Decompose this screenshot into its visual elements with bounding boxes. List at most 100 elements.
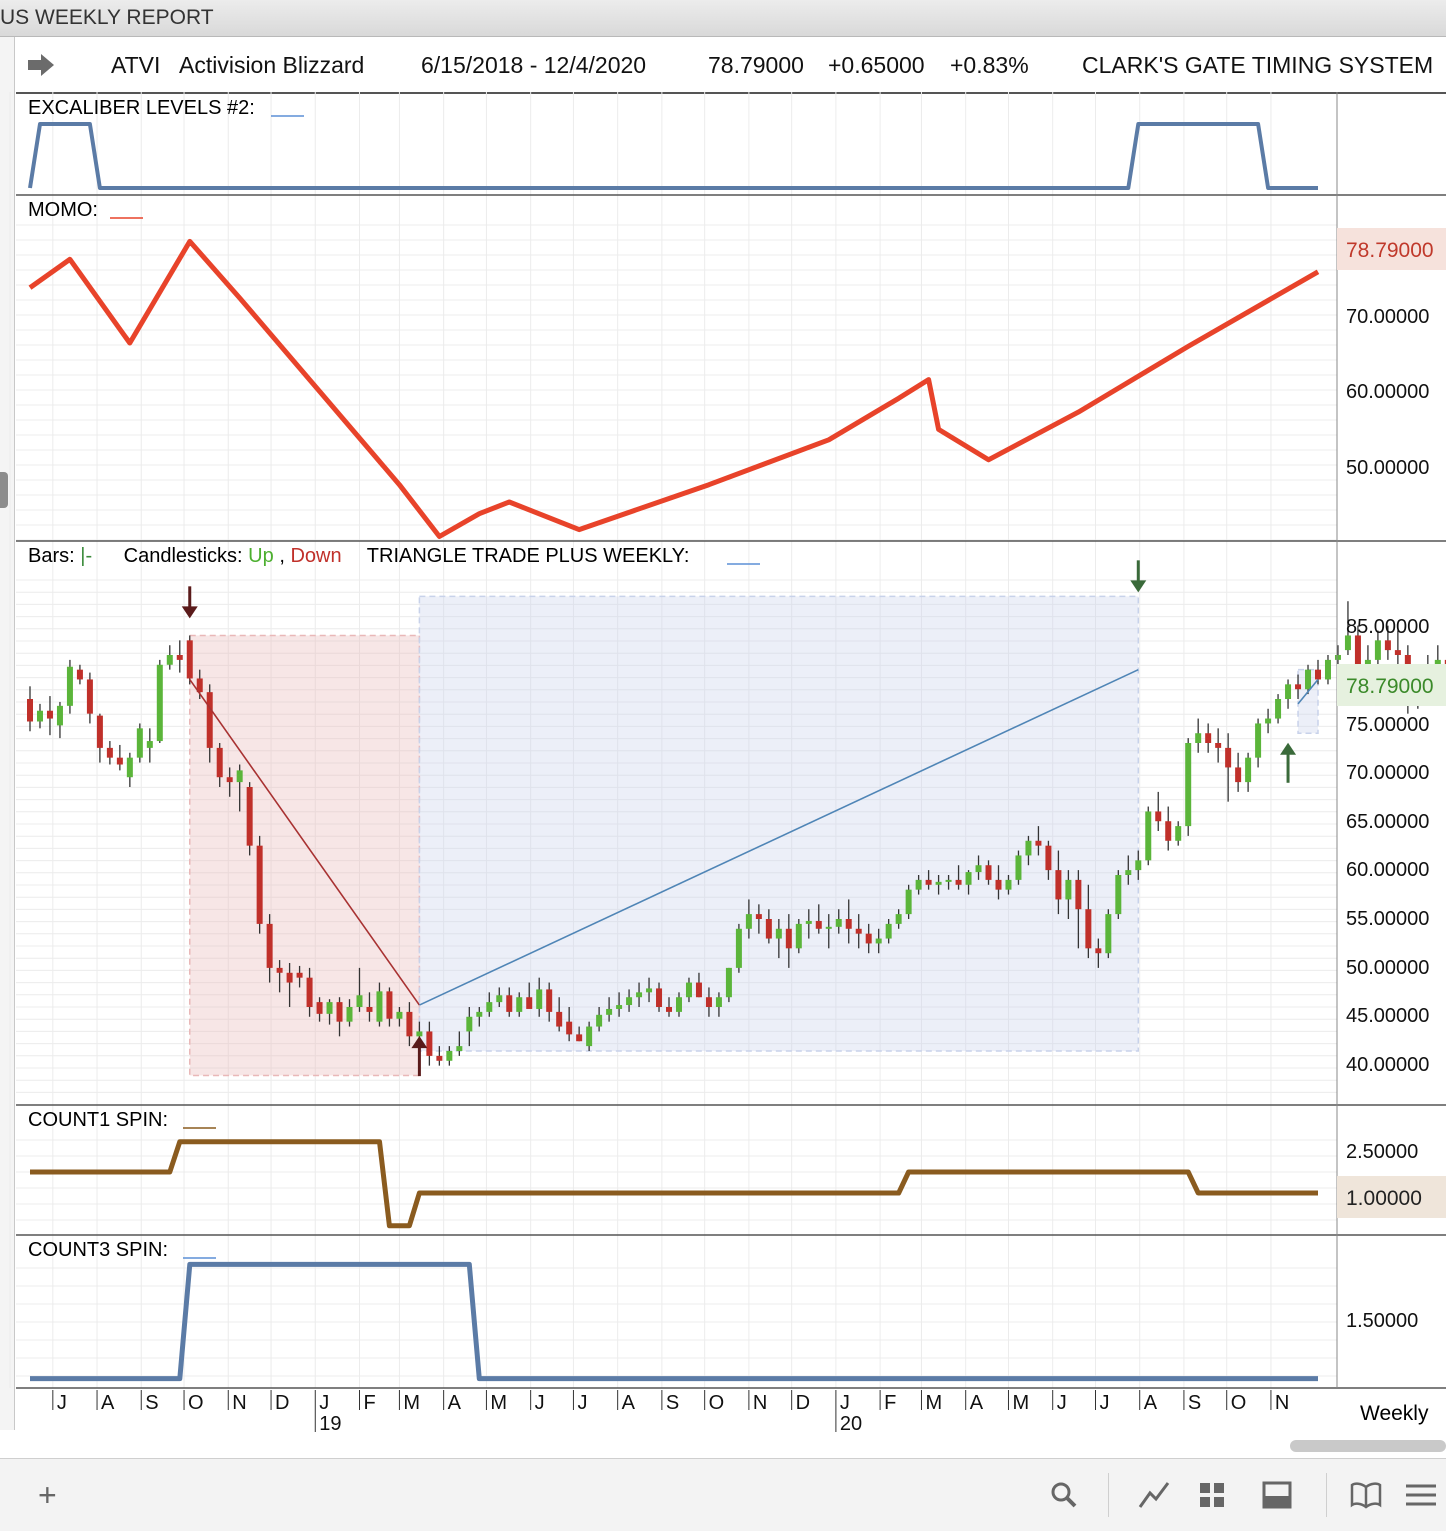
candle: [855, 928, 862, 934]
candle: [266, 923, 273, 968]
candle: [516, 997, 523, 1012]
candle: [695, 982, 702, 998]
right-arrow-icon[interactable]: [26, 52, 56, 78]
bottom-toolbar: +: [0, 1458, 1446, 1531]
candle: [66, 666, 73, 706]
candle: [406, 1011, 413, 1037]
candle: [606, 1008, 613, 1015]
candle: [785, 928, 792, 949]
candle: [246, 787, 253, 846]
candles-comma: ,: [279, 545, 285, 567]
count3-label: COUNT3 SPIN:: [28, 1239, 168, 1261]
month-label: N: [1275, 1392, 1289, 1414]
month-label: S: [1188, 1392, 1201, 1414]
price-tick: 75.00000: [1346, 714, 1429, 736]
chart-area[interactable]: EXCALIBER LEVELS #2: MOMO: Bars: |- Cand…: [0, 0, 1446, 1440]
month-label: O: [709, 1392, 725, 1414]
candle: [735, 928, 742, 968]
candle: [666, 1007, 673, 1012]
trend-line-icon[interactable]: [1138, 1479, 1170, 1511]
candle: [1295, 684, 1302, 690]
candle: [326, 1002, 333, 1014]
month-label: J: [1057, 1392, 1067, 1414]
candle: [1065, 879, 1072, 900]
count1-line: [30, 1139, 1318, 1229]
candle: [1315, 669, 1321, 680]
candle: [176, 655, 183, 660]
candle: [356, 995, 363, 1007]
excaliber-line: [28, 122, 1318, 190]
price-last-badge: [1337, 664, 1446, 706]
candle: [685, 982, 692, 998]
candle: [1384, 640, 1391, 651]
candle: [1305, 669, 1312, 690]
panel-layout-icon[interactable]: [1262, 1481, 1292, 1509]
candle: [86, 679, 93, 714]
candle: [1175, 826, 1182, 841]
candle: [955, 879, 962, 885]
month-label: O: [188, 1392, 204, 1414]
candle: [775, 928, 782, 939]
candle: [825, 926, 832, 929]
up-arrow-icon: [1280, 742, 1297, 755]
candle: [965, 872, 972, 885]
bars-symbol: |-: [80, 545, 92, 567]
candle: [636, 992, 643, 998]
price-tick: 85.00000: [1346, 616, 1429, 638]
candle: [226, 777, 233, 783]
candle: [36, 710, 43, 722]
candle: [616, 1005, 623, 1009]
month-label: A: [970, 1392, 984, 1414]
candle: [166, 655, 173, 665]
price-tick: 55.00000: [1346, 908, 1429, 930]
candle: [1025, 840, 1032, 856]
interval-label[interactable]: Weekly: [1360, 1402, 1429, 1425]
menu-icon[interactable]: [1406, 1483, 1436, 1507]
window-title-bar: US WEEKLY REPORT: [0, 0, 1446, 37]
percent-change: +0.83%: [950, 52, 1029, 78]
grid-icon[interactable]: [1198, 1481, 1226, 1509]
candle: [885, 923, 892, 939]
candle: [586, 1026, 593, 1047]
candle: [436, 1055, 443, 1061]
bars-label: Bars:: [28, 545, 75, 567]
left-panel-handle[interactable]: [0, 472, 8, 508]
candle: [456, 1046, 463, 1051]
candle: [1215, 743, 1222, 748]
count1-tick: 2.50000: [1346, 1141, 1418, 1163]
candle: [316, 1002, 323, 1014]
add-button[interactable]: +: [38, 1477, 57, 1513]
month-label: M: [925, 1392, 942, 1414]
candle: [865, 933, 872, 944]
momo-tick: 50.00000: [1346, 457, 1429, 479]
candle: [725, 967, 732, 998]
candle: [496, 995, 503, 1003]
candle: [1155, 811, 1162, 822]
candle: [1045, 845, 1052, 871]
candle: [755, 914, 762, 919]
price-last-value: 78.79000: [1346, 675, 1434, 698]
horizontal-scrollbar[interactable]: [1290, 1440, 1446, 1452]
candle: [116, 757, 123, 765]
candle: [336, 1002, 343, 1022]
candle: [925, 879, 932, 885]
candle: [556, 1011, 563, 1027]
month-label: M: [490, 1392, 507, 1414]
symbol[interactable]: ATVI: [111, 52, 161, 78]
candle: [705, 997, 712, 1007]
candle: [286, 972, 293, 983]
month-label: A: [448, 1392, 462, 1414]
count1-last-badge: [1337, 1176, 1446, 1218]
candle: [1374, 640, 1381, 660]
search-icon[interactable]: [1050, 1481, 1078, 1509]
candle: [626, 997, 633, 1006]
candle: [106, 747, 113, 758]
candle: [306, 977, 313, 1007]
candle: [426, 1031, 433, 1056]
candle: [466, 1016, 473, 1032]
candle: [1245, 757, 1252, 783]
book-icon[interactable]: [1350, 1481, 1382, 1509]
momo-last-value: 78.79000: [1346, 239, 1434, 262]
month-label: A: [622, 1392, 636, 1414]
candle: [1235, 767, 1242, 783]
